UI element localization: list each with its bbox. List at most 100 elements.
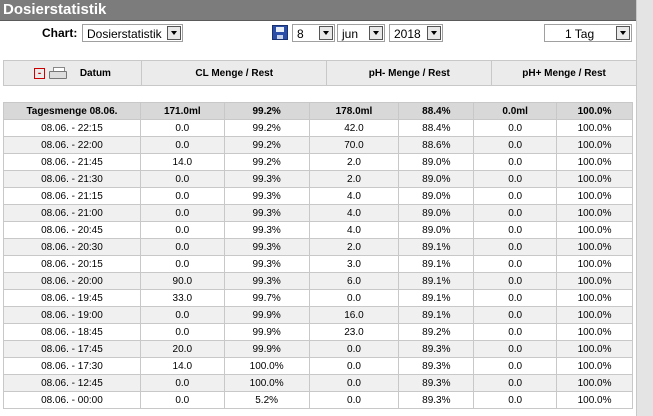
- cell-cl-amount: 0.0: [139, 170, 225, 188]
- column-header-ph-plus: pH+ Menge / Rest: [491, 60, 637, 86]
- cell-ph-minus-rest: 89.3%: [398, 340, 475, 358]
- cell-ph-minus-amount: 2.0: [308, 238, 400, 256]
- cell-ph-minus-rest: 89.0%: [398, 221, 475, 239]
- day-select[interactable]: 8: [292, 24, 335, 42]
- chart-select[interactable]: Dosierstatistik: [82, 24, 183, 42]
- cell-cl-amount: 14.0: [139, 357, 225, 375]
- cell-ph-minus-amount: 4.0: [308, 221, 400, 239]
- cell-datum: 08.06. - 21:15: [3, 187, 141, 205]
- cell-cl-rest: 99.9%: [223, 340, 310, 358]
- cell-ph-plus-rest: 100.0%: [556, 187, 633, 205]
- cell-ph-minus-rest: 88.4%: [398, 119, 475, 137]
- cell-ph-minus-rest: 89.0%: [398, 153, 475, 171]
- cell-cl-rest: 99.3%: [223, 255, 310, 273]
- cell-ph-minus-rest: 89.1%: [398, 289, 475, 307]
- cell-ph-minus-rest: 89.0%: [398, 187, 475, 205]
- dosing-table: Tagesmenge 08.06. 171.0ml 99.2% 178.0ml 88.4…: [3, 102, 633, 409]
- year-select-value: 2018: [394, 27, 421, 41]
- cell-cl-amount: 0.0: [139, 136, 225, 154]
- cell-cl-amount: 0.0: [139, 221, 225, 239]
- cell-ph-plus-amount: 0.0: [473, 136, 558, 154]
- cell-datum: 08.06. - 17:45: [3, 340, 141, 358]
- cell-cl-rest: 99.3%: [223, 221, 310, 239]
- cell-datum: 08.06. - 12:45: [3, 374, 141, 392]
- cell-cl-amount: 171.0ml: [139, 102, 225, 120]
- cell-ph-minus-rest: 89.1%: [398, 272, 475, 290]
- cell-ph-minus-rest: 89.0%: [398, 170, 475, 188]
- cell-ph-minus-amount: 2.0: [308, 170, 400, 188]
- chevron-down-icon[interactable]: [369, 26, 383, 40]
- cell-ph-plus-rest: 100.0%: [556, 374, 633, 392]
- cell-ph-plus-amount: 0.0: [473, 221, 558, 239]
- printer-icon[interactable]: [49, 67, 68, 79]
- cell-datum: 08.06. - 00:00: [3, 391, 141, 409]
- cell-ph-minus-rest: 89.3%: [398, 391, 475, 409]
- cell-cl-amount: 0.0: [139, 238, 225, 256]
- month-select-value: jun: [342, 27, 359, 41]
- cell-ph-minus-amount: 4.0: [308, 187, 400, 205]
- table-row: 08.06. - 21:45 14.0 99.2% 2.0 89.0% 0.0 100.0%: [3, 153, 633, 171]
- chevron-down-icon[interactable]: [427, 26, 441, 40]
- column-header-cl: CL Menge / Rest: [141, 60, 328, 86]
- cell-ph-plus-amount: 0.0: [473, 357, 558, 375]
- cell-datum: 08.06. - 21:30: [3, 170, 141, 188]
- cell-datum: 08.06. - 20:15: [3, 255, 141, 273]
- range-select[interactable]: 1 Tag: [544, 24, 632, 42]
- cell-ph-plus-rest: 100.0%: [556, 170, 633, 188]
- table-row: 08.06. - 17:30 14.0 100.0% 0.0 89.3% 0.0 100.0…: [3, 357, 633, 375]
- cell-cl-amount: 14.0: [139, 153, 225, 171]
- cell-datum: 08.06. - 18:45: [3, 323, 141, 341]
- cell-ph-plus-rest: 100.0%: [556, 238, 633, 256]
- cell-ph-minus-amount: 0.0: [308, 340, 400, 358]
- cell-cl-rest: 100.0%: [223, 357, 310, 375]
- cell-datum: 08.06. - 17:30: [3, 357, 141, 375]
- cell-cl-amount: 0.0: [139, 306, 225, 324]
- cell-ph-plus-rest: 100.0%: [556, 340, 633, 358]
- cell-ph-plus-amount: 0.0: [473, 306, 558, 324]
- table-row: 08.06. - 12:45 0.0 100.0% 0.0 89.3% 0.0 100.0%: [3, 374, 633, 392]
- cell-datum: 08.06. - 20:30: [3, 238, 141, 256]
- cell-cl-amount: 0.0: [139, 323, 225, 341]
- chevron-down-icon[interactable]: [616, 26, 630, 40]
- cell-ph-minus-rest: 89.2%: [398, 323, 475, 341]
- cell-ph-plus-rest: 100.0%: [556, 255, 633, 273]
- cell-ph-minus-rest: 88.6%: [398, 136, 475, 154]
- table-row: 08.06. - 00:00 0.0 5.2% 0.0 89.3% 0.0 100.0%: [3, 391, 633, 409]
- cell-ph-minus-amount: 2.0: [308, 153, 400, 171]
- year-select[interactable]: 2018: [389, 24, 443, 42]
- cell-ph-plus-rest: 100.0%: [556, 221, 633, 239]
- cell-datum: 08.06. - 19:45: [3, 289, 141, 307]
- summary-row: Tagesmenge 08.06. 171.0ml 99.2% 178.0ml 88.4…: [3, 102, 633, 120]
- cell-ph-plus-amount: 0.0ml: [473, 102, 558, 120]
- range-select-value: 1 Tag: [565, 27, 595, 41]
- month-select[interactable]: jun: [337, 24, 385, 42]
- cell-cl-rest: 5.2%: [223, 391, 310, 409]
- chart-select-value: Dosierstatistik: [87, 27, 162, 41]
- column-header-datum-label: Datum: [79, 67, 111, 79]
- cell-ph-plus-rest: 100.0%: [556, 204, 633, 222]
- chevron-down-icon[interactable]: [319, 26, 333, 40]
- cell-ph-plus-rest: 100.0%: [556, 323, 633, 341]
- cell-ph-minus-amount: 178.0ml: [308, 102, 400, 120]
- cell-cl-rest: 99.2%: [223, 102, 310, 120]
- cell-ph-minus-rest: 89.1%: [398, 306, 475, 324]
- cell-cl-rest: 99.9%: [223, 323, 310, 341]
- cell-ph-plus-amount: 0.0: [473, 340, 558, 358]
- cell-ph-minus-amount: 42.0: [308, 119, 400, 137]
- cell-ph-plus-rest: 100.0%: [556, 119, 633, 137]
- column-header-table: - Datum CL Menge / Rest pH- Menge / Rest…: [2, 60, 637, 86]
- cell-ph-plus-amount: 0.0: [473, 187, 558, 205]
- right-edge-panel: [636, 0, 653, 416]
- cell-ph-plus-rest: 100.0%: [556, 357, 633, 375]
- chevron-down-icon[interactable]: [167, 26, 181, 40]
- minus-icon[interactable]: -: [34, 67, 46, 79]
- cell-ph-plus-amount: 0.0: [473, 204, 558, 222]
- cell-ph-minus-amount: 70.0: [308, 136, 400, 154]
- cell-cl-amount: 90.0: [139, 272, 225, 290]
- table-row: 08.06. - 17:45 20.0 99.9% 0.0 89.3% 0.0 100.0%: [3, 340, 633, 358]
- floppy-save-icon[interactable]: [272, 25, 288, 40]
- cell-cl-amount: 0.0: [139, 374, 225, 392]
- cell-ph-minus-rest: 89.1%: [398, 238, 475, 256]
- cell-ph-minus-amount: 3.0: [308, 255, 400, 273]
- cell-ph-minus-amount: 0.0: [308, 357, 400, 375]
